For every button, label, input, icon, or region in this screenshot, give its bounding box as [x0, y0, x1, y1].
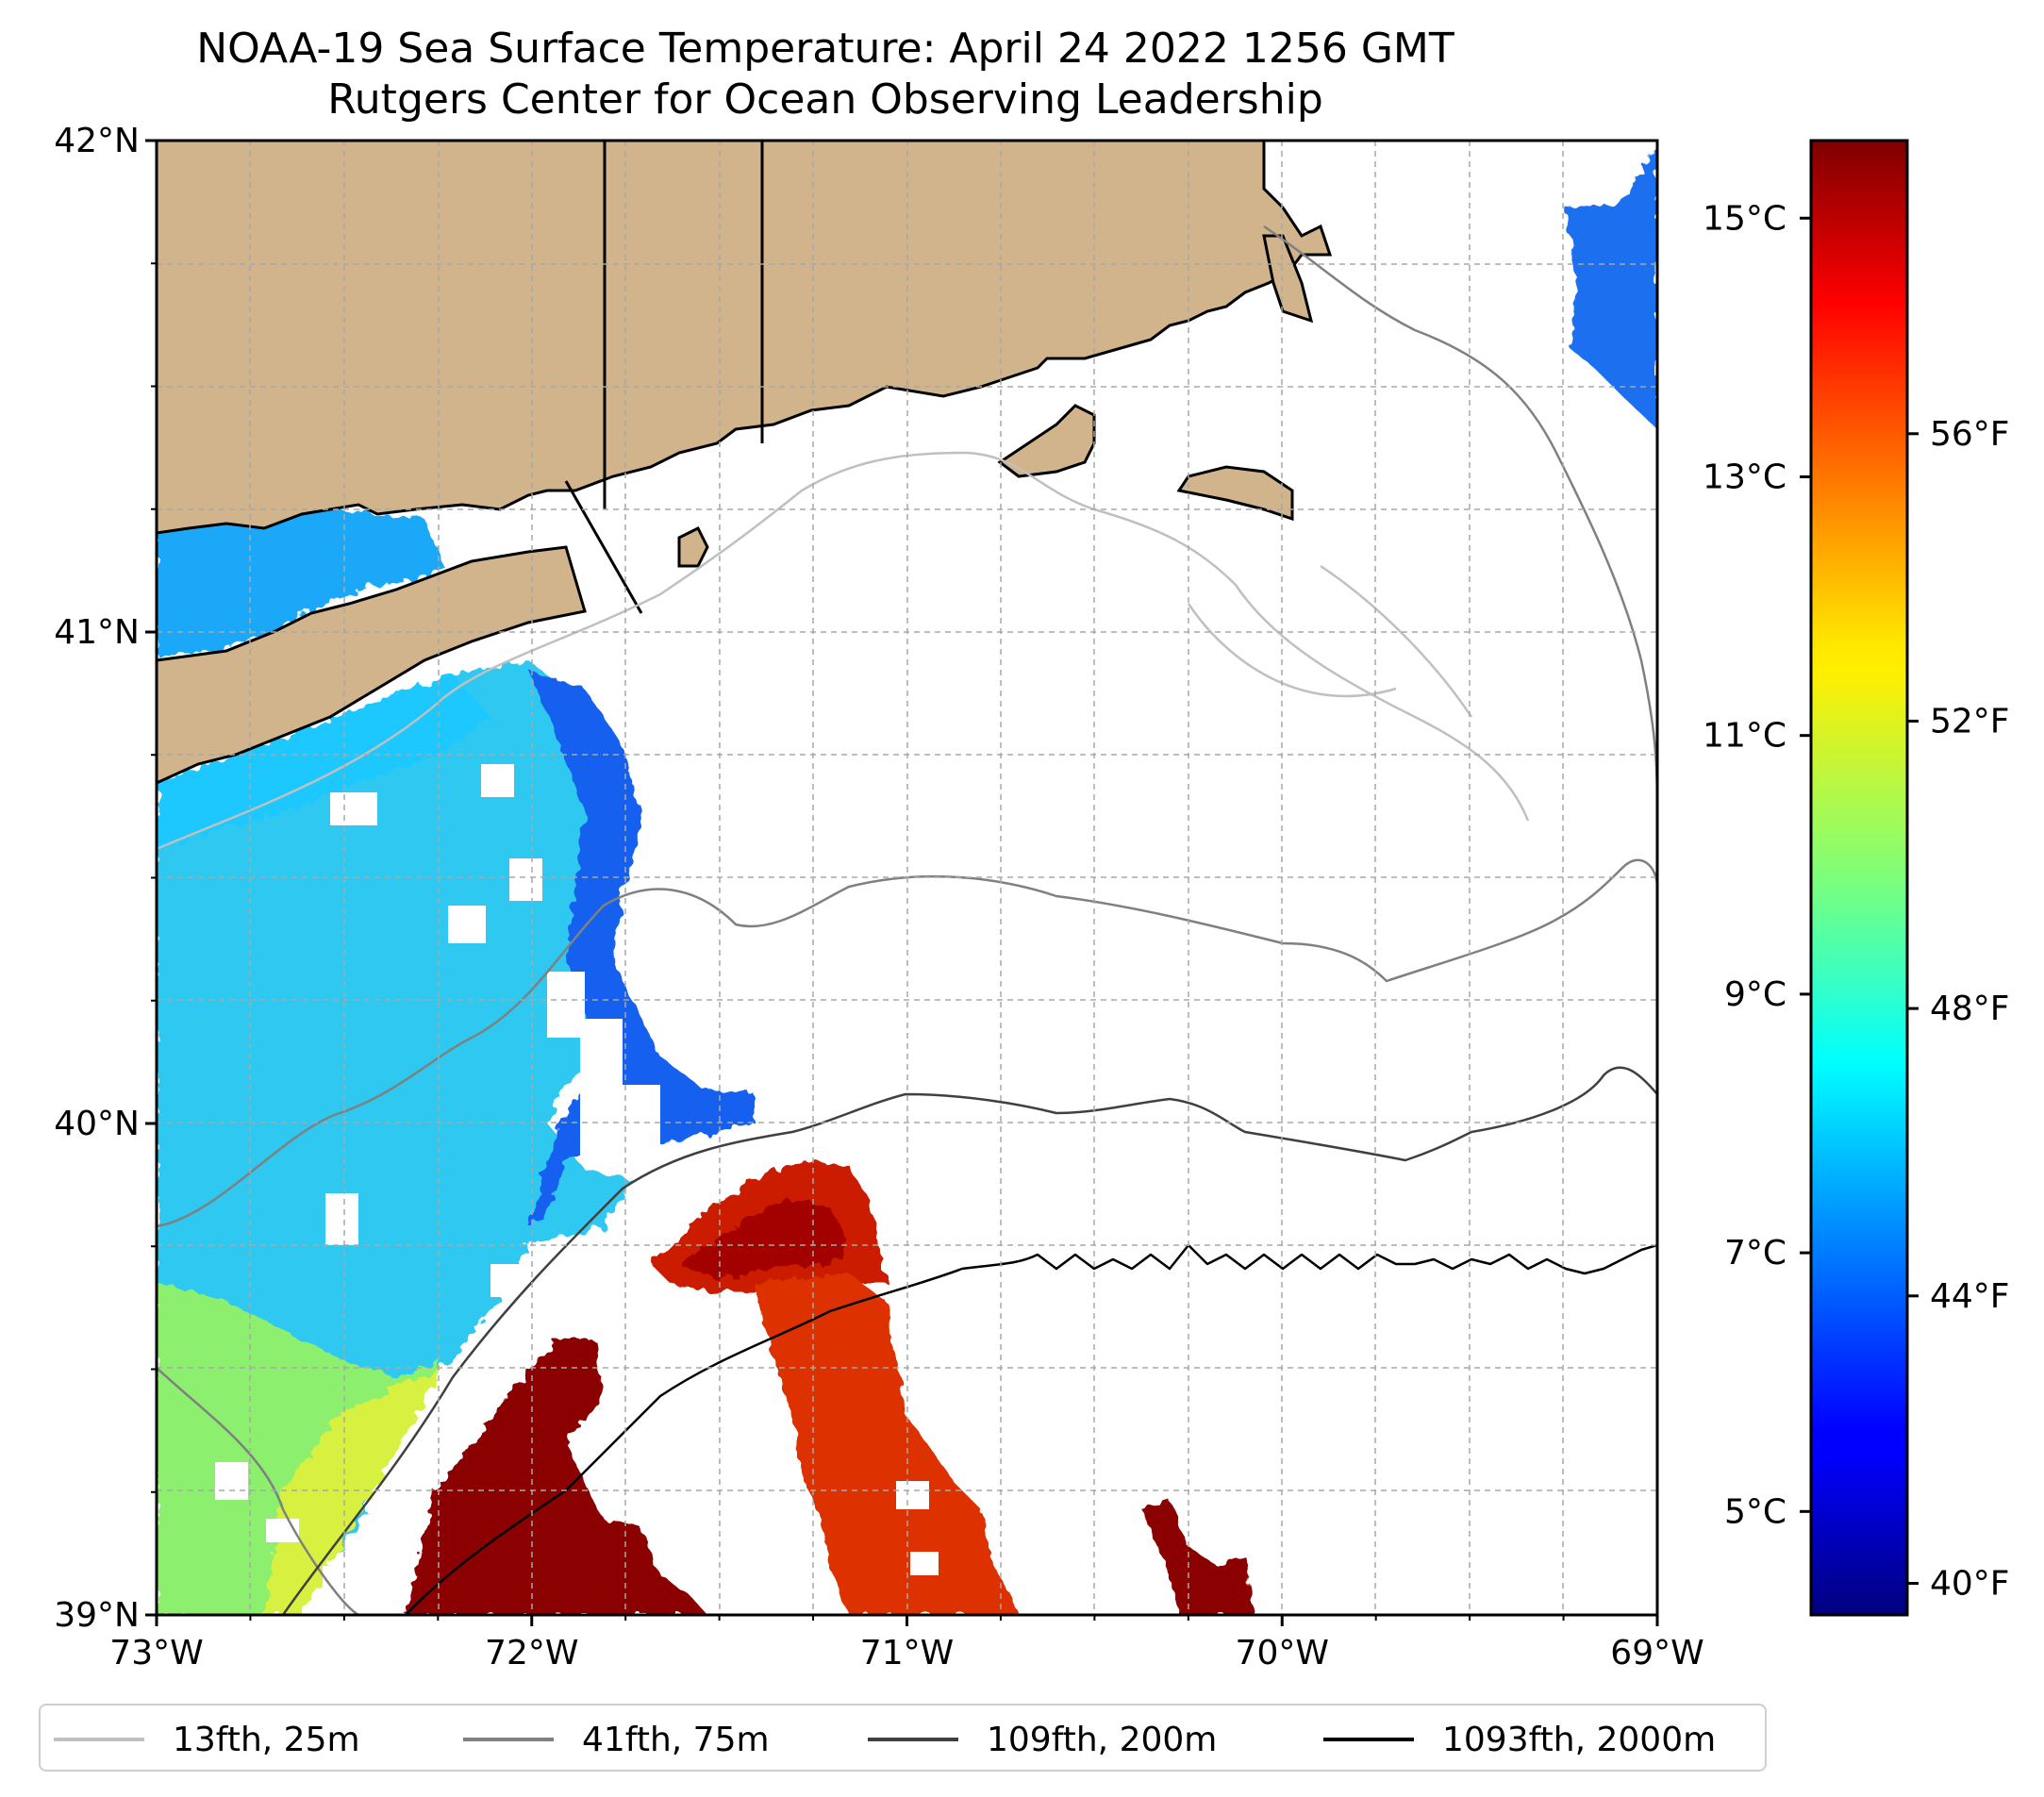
colorbar [1809, 139, 1909, 1617]
colorbar-fahrenheit-label: 40°F [1930, 1564, 2010, 1603]
sst-east-edge-patch [1566, 141, 1657, 429]
sst-warm-tongue-core [679, 1198, 849, 1278]
legend-item-2000m: 1093fth, 2000m [1323, 1719, 1716, 1760]
sst-shelf-green-water [157, 1283, 443, 1615]
lon-tick-label: 73°W [109, 1634, 203, 1672]
contour-legend: 13fth, 25m 41fth, 75m 109fth, 200m 1093f… [39, 1704, 1767, 1772]
state-borders [564, 141, 764, 614]
sst-long-island-sound [157, 505, 443, 656]
land-long-island [157, 545, 587, 785]
legend-item-75m: 41fth, 75m [463, 1719, 770, 1760]
legend-label-200m: 109fth, 200m [987, 1720, 1218, 1759]
chart-title: NOAA-19 Sea Surface Temperature: April 2… [196, 25, 1454, 73]
legend-item-25m: 13fth, 25m [54, 1719, 360, 1760]
colorbar-celsius-label: 11°C [1703, 717, 1786, 756]
gridlines [157, 141, 1657, 1615]
lat-tick-label: 39°N [54, 1596, 140, 1635]
chart-subtitle: Rutgers Center for Ocean Observing Leade… [327, 75, 1323, 124]
sst-warm-water-southwest [406, 1339, 707, 1615]
cloud-mask [215, 764, 939, 1615]
bathymetry-contours [157, 225, 1657, 1615]
legend-line-75m [463, 1738, 554, 1741]
colorbar-celsius-label: 5°C [1724, 1492, 1786, 1531]
longitude-axis: 73°W 72°W 71°W 70°W 69°W [109, 1615, 1704, 1672]
land-marthas-vineyard [997, 404, 1096, 478]
legend-label-75m: 41fth, 75m [582, 1720, 770, 1759]
land-nantucket [1176, 465, 1294, 522]
legend-item-200m: 109fth, 200m [868, 1719, 1217, 1760]
contour-200m [281, 1066, 1657, 1615]
legend-line-200m [868, 1738, 958, 1741]
lon-tick-label: 70°W [1236, 1634, 1329, 1672]
colorbar-celsius-label: 13°C [1703, 458, 1786, 496]
legend-line-2000m [1323, 1738, 1414, 1741]
colorbar-fahrenheit-label: 48°F [1930, 990, 2010, 1028]
colorbar-fahrenheit-label: 44°F [1930, 1277, 2010, 1316]
colorbar-celsius-label: 9°C [1724, 975, 1786, 1014]
sst-warm-tongue-east [755, 1273, 1019, 1615]
land-cape-cod-hook [1262, 234, 1314, 324]
lon-tick-label: 71°W [860, 1634, 954, 1672]
latitude-axis: 42°N 41°N 40°N 39°N [54, 122, 157, 1635]
sst-warm-eddy-south [1141, 1500, 1255, 1615]
colorbar-celsius-axis: 15°C 13°C 11°C 9°C 7°C 5°C [1703, 199, 1811, 1531]
lat-tick-label: 40°N [54, 1105, 140, 1143]
colorbar-celsius-label: 15°C [1703, 199, 1786, 238]
colorbar-fahrenheit-axis: 56°F 52°F 48°F 44°F 40°F [1907, 415, 2010, 1603]
legend-line-25m [54, 1738, 144, 1741]
legend-label-2000m: 1093fth, 2000m [1442, 1720, 1717, 1759]
sst-coastal-cyan-band [157, 674, 490, 849]
lat-tick-label: 42°N [54, 122, 140, 160]
colorbar-fahrenheit-label: 56°F [1930, 415, 2010, 454]
land-areas [157, 141, 1333, 785]
contour-25m [157, 451, 1530, 851]
lat-tick-label: 41°N [54, 613, 140, 652]
lon-tick-label: 69°W [1610, 1634, 1703, 1672]
colorbar-fahrenheit-label: 52°F [1930, 702, 2010, 740]
lon-tick-label: 72°W [485, 1634, 578, 1672]
land-block-island [677, 525, 709, 568]
sst-cold-front-ribbon [528, 670, 755, 1226]
legend-label-25m: 13fth, 25m [173, 1720, 360, 1759]
colorbar-celsius-label: 7°C [1724, 1234, 1786, 1273]
contour-75m [157, 225, 1657, 1615]
map-area [157, 141, 1657, 1615]
